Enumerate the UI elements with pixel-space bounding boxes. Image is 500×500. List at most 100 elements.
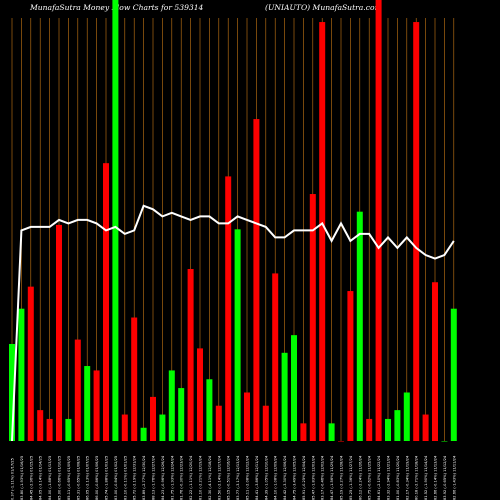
bar-down (150, 396, 156, 441)
x-tick-label: 83.17 (-0.46%) 12/02/24 (321, 455, 325, 500)
bar-series (9, 0, 457, 442)
bar-up (84, 366, 91, 441)
x-tick-label: 81.00 (-0.83%) 11/20/24 (396, 455, 400, 500)
bar-up (394, 410, 401, 441)
bar-down (103, 163, 109, 442)
bar-down (37, 410, 44, 441)
bar-up (450, 308, 457, 441)
bar-up (234, 229, 241, 441)
bar-down (46, 418, 53, 441)
bar-down (74, 339, 81, 441)
x-tick-label: 82.66 (-0.14%) 11/13/24 (434, 455, 438, 500)
bar-down (375, 0, 382, 441)
bar-up (281, 352, 288, 441)
bar-up (403, 392, 410, 441)
bar-down (347, 291, 354, 441)
x-tick-label: 86.05 (-2.13%) 01/07/25 (86, 456, 90, 500)
x-tick-label: 85.11 (-2.08%) 12/12/24 (246, 455, 250, 500)
x-tick-label: 85.91 (-0.25%) 12/04/24 (302, 455, 306, 500)
x-tick-label: 81.75 (-1.93%) 12/24/24 (170, 455, 174, 500)
bar-down (432, 282, 438, 441)
x-tick-label: 82.22 (-1.11%) 12/20/24 (189, 455, 193, 500)
bar-up (18, 308, 25, 441)
x-tick-label: 81.52 (-1.90%) 11/14/24 (424, 455, 428, 500)
x-tick-label: 84.10 (-1.08%) 12/09/24 (274, 455, 278, 500)
x-tick-label: 83.00 (-0.84%) 01/02/25 (114, 456, 118, 500)
x-tick-label: 84.05 (-3.14%) 01/14/25 (39, 456, 43, 500)
bar-up (112, 0, 119, 441)
x-tick-label: 85.25 (-1.36%) 11/27/24 (349, 455, 353, 500)
bar-down (187, 269, 194, 441)
x-tick-label: 84.39 (-1.05%) 12/10/24 (264, 455, 268, 500)
bar-up (356, 211, 363, 441)
bar-up (65, 418, 72, 441)
x-tick-label: 80.18 (-2.71%) 11/18/24 (415, 455, 419, 500)
bar-up (291, 335, 297, 441)
x-tick-label: 85.00 (-0.66%) 01/10/25 (58, 456, 62, 500)
x-tick-label: 81.76 (-0.30%) 12/23/24 (180, 455, 184, 500)
bar-down (93, 370, 100, 441)
bar-down (262, 405, 269, 441)
bar-down (56, 224, 62, 441)
bar-up (140, 427, 147, 441)
bar-up (328, 423, 335, 441)
bar-down (225, 176, 232, 441)
x-tick-label: 84.41 (-3.86%) 12/11/24 (255, 455, 259, 500)
bar-down (309, 194, 316, 441)
x-tick-label: 84.75 (-3.49%) 12/05/24 (293, 455, 297, 500)
bar-up (206, 379, 213, 441)
x-tick-label: 83.80 (-1.93%) 01/16/25 (20, 456, 24, 500)
x-tick-label: 83.32 (-2.94%) 11/21/24 (387, 455, 391, 500)
bar-down (422, 414, 429, 441)
x-tick-label: 84.47 (-1.56%) 11/29/24 (330, 455, 334, 500)
x-tick-label: 85.31 (-0.65%) 01/08/25 (76, 456, 80, 500)
x-tick-label: 0.37 (-1.11%) 01/17/25 (11, 458, 15, 500)
bar-down (300, 423, 307, 441)
x-tick-label: 84.00 (-1.88%) 01/13/25 (48, 456, 52, 500)
bar-up (9, 343, 15, 441)
bar-up (168, 370, 175, 441)
bar-down (366, 418, 373, 441)
bar-up (441, 441, 448, 442)
x-tick-label: 84.45 (-2.96%) 01/15/25 (29, 456, 33, 500)
bar-up (159, 414, 166, 441)
x-tick-label: 84.23 (-0.96%) 12/26/24 (161, 455, 165, 500)
bar-down (121, 414, 128, 441)
x-tick-label: 86.12 (-2.24%) 11/26/24 (358, 455, 362, 500)
x-tick-label: 83.89 (-2.77%) 12/30/24 (142, 455, 146, 500)
x-tick-label: 88.13 (-1.76%) 12/27/24 (152, 455, 156, 500)
bar-down (338, 441, 344, 442)
x-tick-label: 83.10 (-0.11%) 01/01/25 (123, 456, 127, 500)
bar-down (131, 317, 138, 441)
x-tick-label: 85.47 (-1.83%) 12/03/24 (311, 455, 315, 500)
x-tick-label: 83.50 (-2.14%) 12/17/24 (217, 455, 221, 500)
bar-down (272, 273, 279, 441)
x-tick-label: 81.10 (-2.21%) 12/19/24 (199, 455, 203, 500)
x-tick-label: 82.17 (-0.34%) 11/19/24 (405, 455, 409, 500)
bar-up (178, 388, 185, 441)
x-tick-label: 85.75 (-0.62%) 11/25/24 (368, 455, 372, 500)
bar-down (413, 22, 420, 442)
bar-down (244, 392, 250, 441)
x-tick-label: 84.42 (-3.30%) 12/06/24 (283, 455, 287, 500)
bar-down (215, 405, 222, 441)
x-tick-label: 85.15 (-0.51%) 12/16/24 (227, 455, 231, 500)
x-tick-label: 84.61 (-2.10%) 11/22/24 (377, 455, 381, 500)
bar-down (27, 286, 34, 441)
bar-down (197, 348, 203, 441)
bar-up (385, 418, 391, 441)
x-tick-label: 82.30 (-4.11%) 12/18/24 (208, 455, 212, 500)
x-tick-label: 83.92 (-0.65%) 11/12/24 (443, 455, 447, 500)
flow-line-series (11, 204, 455, 442)
flow-line (11, 204, 455, 442)
x-tick-label: 82.66 (-1.43%) 11/11/24 (452, 455, 456, 500)
x-tick-label: 86.00 (-0.86%) 01/06/25 (95, 456, 99, 500)
x-tick-label: 85.11 (-0.65%) 01/09/25 (67, 456, 71, 500)
bar-down (253, 119, 260, 441)
chart-title-right: (UNIAUTO) MunafaSutra.com (265, 3, 382, 12)
x-tick-label: 85.74 (-1.88%) 01/03/25 (105, 456, 109, 500)
x-tick-labels: 0.37 (-1.11%) 01/17/25 83.80 (-1.93%) 01/… (11, 455, 457, 500)
x-tick-label: 85.72 (-2.19%) 12/31/24 (133, 455, 137, 500)
x-tick-label: 85.19 (-2.27%) 11/28/24 (340, 455, 344, 500)
